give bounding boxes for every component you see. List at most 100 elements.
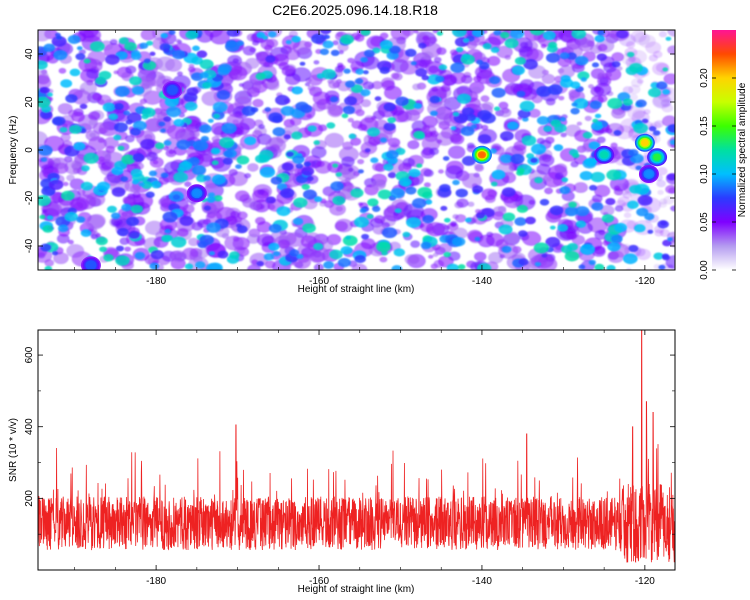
spectrogram-blob xyxy=(148,170,158,177)
spectrogram-blob xyxy=(415,68,428,77)
spectrogram-blob xyxy=(216,90,231,100)
spectrogram-blob xyxy=(476,59,484,65)
snr-x-ticks: -180 -160 -140 -120 xyxy=(74,330,655,587)
spectrogram-blob xyxy=(379,40,393,50)
spectrogram-blob xyxy=(557,224,569,232)
spectrogram-blob xyxy=(51,35,67,47)
spectrogram-blob xyxy=(292,155,305,164)
spectrogram-blob xyxy=(607,98,623,109)
spectrogram-blob xyxy=(113,134,122,141)
spectrogram-blob xyxy=(199,59,214,70)
spectrogram-blob xyxy=(300,104,313,114)
spectrogram-y-tick-label: 0 xyxy=(24,147,35,153)
spectrogram-blob xyxy=(51,250,59,256)
spectrogram-blob xyxy=(516,204,528,213)
spectrogram-blob xyxy=(162,211,178,223)
spectrogram-blob xyxy=(197,241,208,249)
spectrogram-blob xyxy=(43,43,56,53)
spectrogram-blob xyxy=(533,242,549,254)
spectrogram-blob xyxy=(289,249,300,257)
spectrogram-blob xyxy=(38,96,51,108)
spectrogram-blob xyxy=(455,47,464,53)
snr-y-tick-label: 200 xyxy=(24,490,35,507)
spectrogram-blob xyxy=(211,160,219,166)
spectrogram-blob xyxy=(420,241,432,250)
colorbar-tick-label: 0.20 xyxy=(699,68,710,88)
spectrogram-blob xyxy=(361,233,370,240)
spectrogram-blob xyxy=(500,131,514,141)
spectrogram-blob xyxy=(67,34,81,44)
spectrogram-blob xyxy=(75,216,86,223)
spectrogram-blob xyxy=(299,61,306,66)
spectrogram-blob xyxy=(143,58,151,64)
spectrogram-blob xyxy=(530,143,547,155)
spectrogram-blob xyxy=(39,214,46,220)
spectrogram-blob xyxy=(553,144,564,152)
spectrogram-x-label: Height of straight line (km) xyxy=(298,284,415,295)
spectrogram-blob xyxy=(202,81,212,89)
spectrogram-x-tick-label: -140 xyxy=(472,276,492,287)
spectrogram-blob xyxy=(264,107,272,112)
spectrogram-blob xyxy=(99,246,107,253)
spectrogram-blob xyxy=(39,110,53,119)
spectrogram-blob xyxy=(314,196,323,203)
spectrogram-blob xyxy=(344,96,358,106)
spectrogram-blob xyxy=(536,116,550,125)
spectrogram-panel: -180 -160 -140 -120 -40 -20 0 20 40 Height of s… xyxy=(8,29,676,295)
spectrogram-blob xyxy=(303,161,311,167)
spectrogram-blob xyxy=(111,187,126,197)
spectrogram-blob xyxy=(192,45,200,52)
spectrogram-blob xyxy=(616,30,629,39)
spectrogram-blob xyxy=(626,51,635,58)
spectrogram-hotspot xyxy=(654,154,660,160)
spectrogram-blob xyxy=(222,157,233,165)
spectrogram-blob xyxy=(329,96,339,103)
spectrogram-blob xyxy=(65,94,78,103)
spectrogram-blob xyxy=(549,205,564,216)
spectrogram-blob xyxy=(501,187,516,197)
spectrogram-blob xyxy=(342,105,355,115)
spectrogram-blob xyxy=(196,50,208,59)
spectrogram-blob xyxy=(656,81,668,90)
spectrogram-blob xyxy=(59,126,68,133)
spectrogram-blob xyxy=(267,31,277,38)
spectrogram-blob xyxy=(530,157,538,164)
snr-panel: -180 -160 -140 -120 200 400 600 Height of str… xyxy=(8,329,676,595)
spectrogram-blob xyxy=(108,113,119,121)
spectrogram-blob xyxy=(502,212,516,222)
spectrogram-blob xyxy=(591,62,600,68)
spectrogram-blob xyxy=(374,96,382,102)
spectrogram-blob xyxy=(213,195,223,202)
spectrogram-blob xyxy=(647,229,654,234)
spectrogram-blob xyxy=(185,30,199,40)
spectrogram-blob xyxy=(186,87,199,96)
colorbar-ticks: 0.00 0.05 0.10 0.15 0.20 xyxy=(699,68,736,280)
snr-x-tick-label: -180 xyxy=(146,576,166,587)
spectrogram-blob xyxy=(564,206,579,217)
spectrogram-blob xyxy=(302,189,317,200)
spectrogram-blob xyxy=(208,251,215,256)
spectrogram-blob xyxy=(172,49,186,60)
spectrogram-blob xyxy=(416,163,423,168)
spectrogram-blob xyxy=(461,53,471,60)
spectrogram-blob xyxy=(629,184,642,194)
spectrogram-blob xyxy=(489,76,501,85)
spectrogram-blob xyxy=(422,215,435,224)
spectrogram-blob xyxy=(350,84,364,94)
spectrogram-blob xyxy=(385,150,399,160)
spectrogram-y-label: Frequency (Hz) xyxy=(8,116,19,185)
spectrogram-blob xyxy=(89,41,105,52)
spectrogram-blob xyxy=(418,42,427,49)
spectrogram-blob xyxy=(280,187,295,199)
snr-series-line xyxy=(38,330,675,564)
spectrogram-blob xyxy=(534,177,543,184)
spectrogram-blob xyxy=(582,131,593,139)
spectrogram-blob xyxy=(164,228,171,234)
spectrogram-blob xyxy=(456,93,472,104)
spectrogram-blob xyxy=(73,142,86,151)
spectrogram-blob xyxy=(121,203,132,212)
spectrogram-blob xyxy=(634,224,646,233)
spectrogram-blob xyxy=(60,79,73,88)
